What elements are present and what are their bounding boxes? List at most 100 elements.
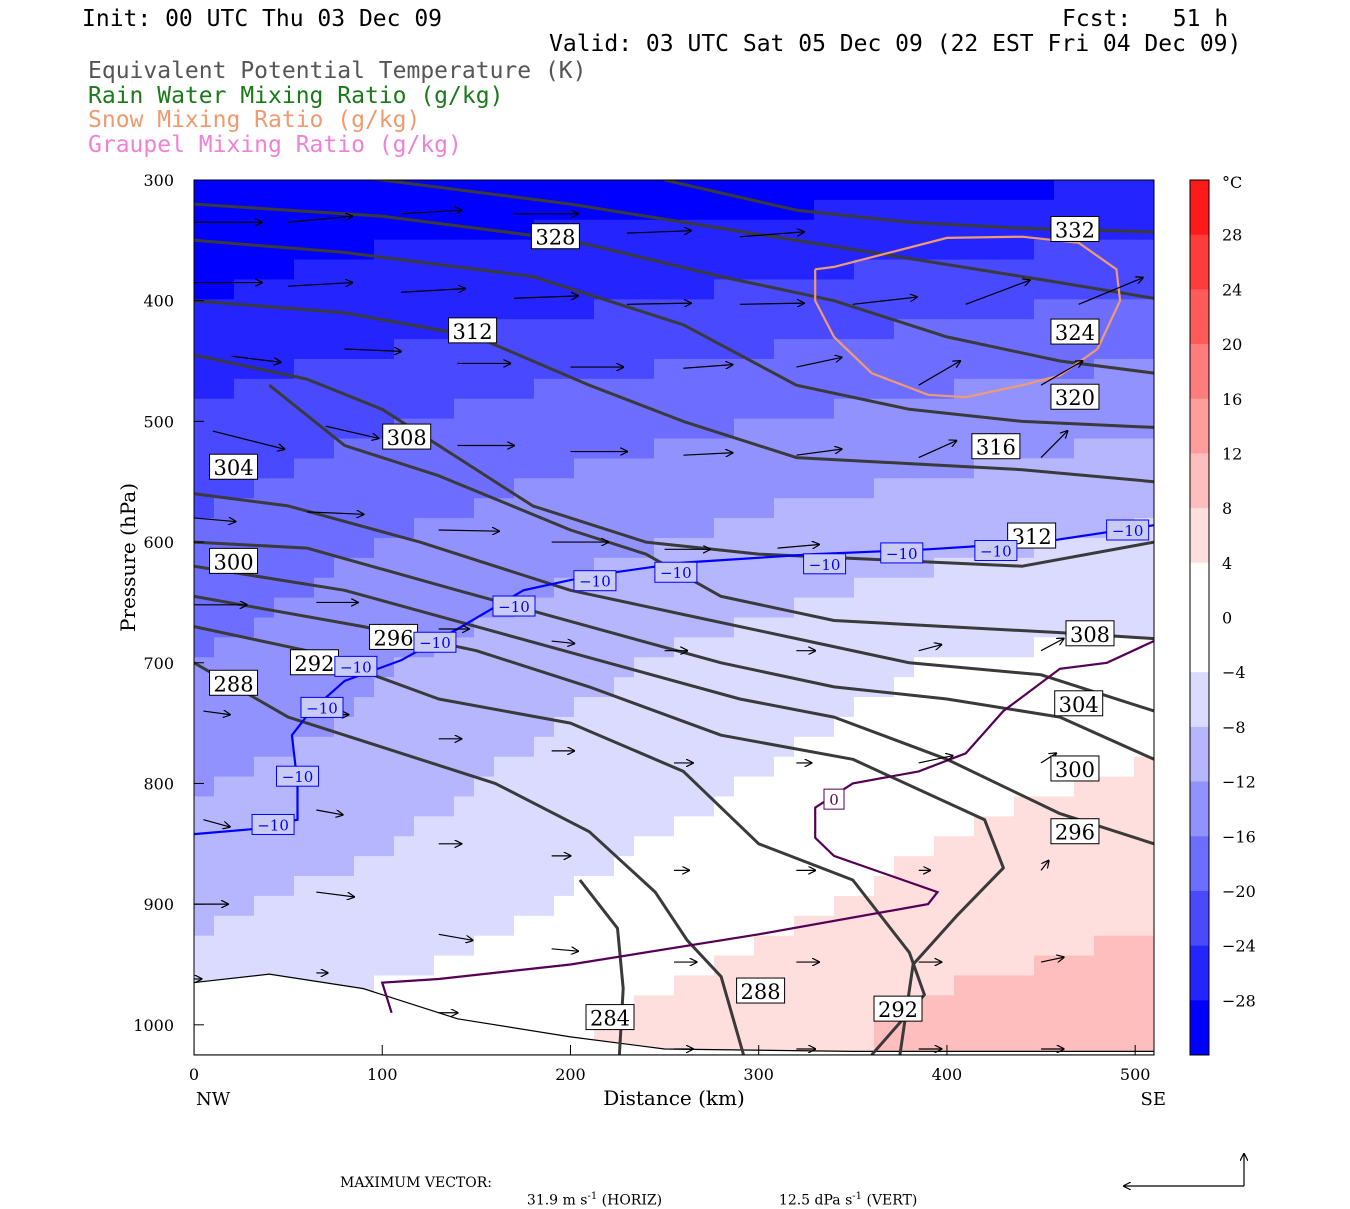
temperature-cell bbox=[734, 637, 755, 659]
temperature-cell bbox=[1114, 895, 1135, 917]
temperature-cell bbox=[1014, 995, 1035, 1017]
temperature-cell bbox=[754, 756, 775, 778]
temperature-cell bbox=[874, 697, 895, 718]
temperature-cell bbox=[494, 537, 515, 559]
temperature-cell bbox=[934, 577, 955, 599]
temperature-cell bbox=[914, 796, 935, 818]
temperature-cell bbox=[614, 378, 635, 400]
temperature-cell bbox=[514, 180, 535, 201]
temperature-cell bbox=[1034, 677, 1055, 698]
temperature-cell bbox=[594, 935, 615, 957]
temperature-cell bbox=[794, 398, 815, 420]
temperature-cell bbox=[194, 259, 215, 281]
temperature-cell bbox=[754, 239, 775, 261]
temperature-cell bbox=[574, 895, 595, 917]
temperature-cell bbox=[414, 856, 435, 877]
temperature-cell bbox=[514, 458, 535, 480]
temperature-cell bbox=[974, 796, 995, 818]
temperature-cell bbox=[554, 537, 575, 559]
temperature-cell bbox=[934, 836, 955, 857]
temperature-cell bbox=[314, 876, 335, 897]
temperature-cell bbox=[1094, 438, 1115, 460]
temperature-cell bbox=[1114, 398, 1135, 420]
temperature-cell bbox=[974, 199, 995, 221]
temperature-cell bbox=[334, 736, 355, 758]
temperature-cell bbox=[294, 498, 315, 519]
temperature-cell bbox=[374, 975, 395, 997]
temperature-cell bbox=[874, 915, 895, 937]
temperature-cell bbox=[914, 637, 935, 659]
temperature-cell bbox=[1054, 1015, 1075, 1036]
temperature-cell bbox=[1114, 199, 1135, 221]
temperature-cell bbox=[214, 756, 235, 778]
temperature-cell bbox=[514, 716, 535, 738]
temperature-cell bbox=[694, 756, 715, 778]
temperature-cell bbox=[1134, 776, 1154, 798]
temperature-cell bbox=[414, 358, 435, 380]
temperature-cell bbox=[454, 378, 475, 400]
temperature-cell bbox=[494, 836, 515, 857]
temperature-cell bbox=[1014, 557, 1035, 579]
temperature-cell bbox=[1034, 239, 1055, 261]
temperature-cell bbox=[574, 199, 595, 221]
temperature-cell bbox=[774, 537, 795, 559]
temperature-cell bbox=[734, 279, 755, 301]
temperature-cell bbox=[794, 577, 815, 599]
temperature-cell bbox=[874, 319, 895, 340]
temperature-cell bbox=[234, 180, 255, 201]
x-tick-label: 500 bbox=[1120, 1065, 1151, 1084]
temperature-cell bbox=[954, 239, 975, 261]
temperature-cell bbox=[634, 915, 655, 937]
temperature-cell bbox=[634, 279, 655, 301]
temperature-cell bbox=[994, 796, 1015, 818]
wind-vector bbox=[1078, 278, 1143, 305]
temperature-cell bbox=[394, 299, 415, 321]
temperature-cell bbox=[374, 279, 395, 301]
temperature-cell bbox=[474, 736, 495, 758]
temperature-cell bbox=[1034, 995, 1055, 1017]
temperature-cell bbox=[574, 756, 595, 778]
temperature-cell bbox=[394, 756, 415, 778]
temperature-cell bbox=[714, 518, 735, 539]
temperature-cell bbox=[534, 478, 555, 499]
temperature-cell bbox=[754, 398, 775, 420]
colorbar-swatch bbox=[1190, 836, 1209, 892]
temperature-cell bbox=[334, 915, 355, 937]
contour-label-box bbox=[209, 453, 259, 480]
temperature-cell bbox=[1074, 279, 1095, 301]
temperature-cell bbox=[474, 677, 495, 698]
temperature-cell bbox=[294, 617, 315, 639]
temperature-cell bbox=[474, 716, 495, 738]
temperature-cell bbox=[1134, 319, 1154, 340]
temperature-cell bbox=[694, 219, 715, 241]
temperature-cell bbox=[474, 955, 495, 977]
temperature-cell bbox=[194, 895, 215, 917]
temperature-cell bbox=[1114, 716, 1135, 738]
temperature-cell bbox=[394, 955, 415, 977]
temperature-cell bbox=[1074, 577, 1095, 599]
temperature-cell bbox=[1094, 577, 1115, 599]
temperature-cell bbox=[214, 697, 235, 718]
temperature-cell bbox=[634, 219, 655, 241]
temperature-cell bbox=[614, 677, 635, 698]
temperature-cell bbox=[214, 736, 235, 758]
temperature-cell bbox=[994, 716, 1015, 738]
temperature-cell bbox=[214, 279, 235, 301]
temperature-cell bbox=[274, 319, 295, 340]
temperature-cell bbox=[794, 895, 815, 917]
temperature-cell bbox=[1114, 677, 1135, 698]
temperature-cell bbox=[974, 1015, 995, 1036]
wind-vector bbox=[918, 756, 953, 764]
temperature-cell bbox=[234, 199, 255, 221]
temperature-cell bbox=[974, 697, 995, 718]
temperature-cell bbox=[514, 319, 535, 340]
temperature-cell bbox=[794, 259, 815, 281]
temperature-cell bbox=[1134, 955, 1154, 977]
x-axis-title: Distance (km) bbox=[603, 1086, 745, 1110]
temperature-cell bbox=[194, 398, 215, 420]
temperature-cell bbox=[1014, 199, 1035, 221]
temperature-cell bbox=[434, 935, 455, 957]
temperature-cell bbox=[274, 239, 295, 261]
temperature-cell bbox=[214, 836, 235, 857]
temperature-cell bbox=[714, 478, 735, 499]
